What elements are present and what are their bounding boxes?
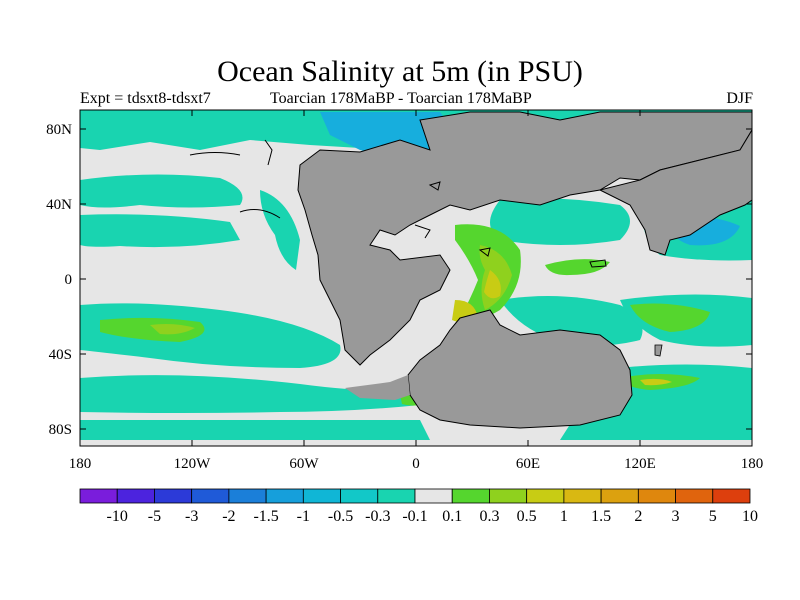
southern-ocean-west-band [80, 420, 430, 440]
colorbar-swatch [302, 488, 341, 504]
x-tick-label: 180 [741, 456, 764, 472]
colorbar-swatch [675, 488, 714, 504]
colorbar-label: -3 [185, 508, 198, 525]
season-label: DJF [726, 90, 753, 107]
colorbar-label: 1.5 [591, 508, 611, 525]
colorbar-swatch [265, 488, 304, 504]
y-tick-label: 0 [65, 272, 73, 288]
x-tick-label: 60W [289, 456, 319, 472]
colorbar-label: 10 [742, 508, 758, 525]
island-outline [428, 181, 441, 191]
colorbar-label: -1 [297, 508, 310, 525]
east-asia-landmass [598, 129, 752, 256]
colorbar-label: -10 [107, 508, 128, 525]
x-tick-label: 60E [516, 456, 540, 472]
y-tick-label: 80S [49, 422, 72, 438]
colorbar-swatch [116, 488, 155, 504]
x-tick-label: 120E [624, 456, 656, 472]
laurasia-continent [297, 111, 752, 366]
colorbar-label: 5 [709, 508, 717, 525]
tethys-band [490, 198, 630, 245]
y-tick-label: 40S [49, 347, 72, 363]
island-outlines [189, 139, 607, 268]
colorbar-swatch [526, 488, 565, 504]
colorbar-label: 0.5 [517, 508, 537, 525]
indian-ocean-band [500, 296, 643, 346]
south-pacific-island [654, 344, 663, 357]
map-title: Ocean Salinity at 5m (in PSU) [217, 55, 583, 88]
tethys-green-patch [545, 259, 610, 276]
x-tick-label: 120W [174, 456, 212, 472]
sub-antarctic-lime-patch [640, 378, 672, 386]
x-tick-label: 0 [412, 456, 420, 472]
colorbar-swatch [600, 488, 639, 504]
nw-pacific-band-1 [80, 174, 243, 208]
y-axis-labels: 80N 40N 0 40S 80S [46, 122, 72, 438]
colorbar-label: -5 [148, 508, 161, 525]
colorbar-label: -0.3 [365, 508, 390, 525]
island-outline [264, 139, 273, 166]
colorbar-label: -0.1 [402, 508, 427, 525]
colorbar-swatch [377, 488, 416, 504]
island-outline [189, 152, 241, 156]
period-label: Toarcian 178MaBP - Toarcian 178MaBP [270, 90, 532, 107]
colorbar-swatch [191, 488, 230, 504]
colorbar-swatch [154, 488, 193, 504]
colorbar-label: 0.3 [479, 508, 499, 525]
colorbar-swatch [563, 488, 602, 504]
y-axis-ticks [80, 128, 752, 430]
y-tick-label: 40N [46, 197, 72, 213]
colorbar-label: 3 [672, 508, 680, 525]
colorbar-swatch [489, 488, 528, 504]
colorbar-swatch [414, 488, 453, 504]
map-plot [80, 110, 752, 446]
nw-pacific-band-2 [80, 214, 240, 248]
colorbar-swatch [340, 488, 379, 504]
s-pacific-green-patch [100, 317, 205, 342]
atlantic-yellow-core [484, 270, 501, 299]
island-outline [589, 259, 607, 268]
southern-ocean-band [80, 375, 420, 413]
island-outline [478, 247, 491, 257]
colorbar-swatch [228, 488, 267, 504]
gondwana-continent [407, 309, 633, 429]
colorbar-swatch [637, 488, 676, 504]
colorbar-label: 0.1 [442, 508, 462, 525]
island-outline [414, 224, 431, 239]
antarctic-margin [345, 375, 410, 400]
island-outline [239, 209, 281, 219]
experiment-label: Expt = tdsxt8-tdsxt7 [80, 90, 211, 107]
colorbar-label: -1.5 [253, 508, 278, 525]
colorbar: -10 -5 -3 -2 -1.5 -1 -0.5 -0.3 -0.1 0.1 0.3 0.5 1 1.5… [79, 488, 758, 525]
land-masses [297, 111, 752, 429]
x-axis-labels: 180 120W 60W 0 60E 120E 180 [69, 456, 764, 472]
colorbar-swatch [712, 488, 751, 504]
colorbar-label: -0.5 [328, 508, 353, 525]
colorbar-swatch [451, 488, 490, 504]
indian-green-patch [630, 303, 710, 332]
x-axis-ticks [79, 110, 753, 446]
colorbar-swatch [79, 488, 118, 504]
colorbar-label: 2 [634, 508, 642, 525]
colorbar-label: 1 [560, 508, 568, 525]
colorbar-label: -2 [222, 508, 235, 525]
y-tick-label: 80N [46, 122, 72, 138]
x-tick-label: 180 [69, 456, 92, 472]
s-pacific-lime-patch [150, 324, 195, 335]
n-pacific-coast-band [260, 190, 300, 270]
